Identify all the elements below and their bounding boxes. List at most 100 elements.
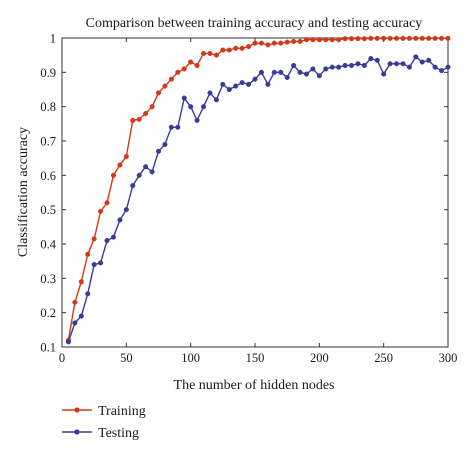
training-point: [117, 162, 123, 168]
training-point: [348, 36, 355, 42]
training-point: [361, 36, 367, 42]
testing-point: [297, 69, 303, 75]
x-tick-label: 150: [246, 351, 265, 365]
testing-point: [110, 234, 117, 240]
x-tick-label: 200: [310, 351, 329, 365]
training-point: [252, 40, 258, 46]
testing-point: [393, 61, 400, 67]
testing-point: [413, 54, 419, 60]
testing-point: [368, 56, 374, 62]
training-point: [297, 38, 303, 44]
testing-point: [361, 62, 367, 69]
training-point: [413, 35, 419, 41]
training-point: [91, 236, 97, 242]
testing-point: [91, 262, 97, 268]
training-point: [432, 35, 438, 41]
training-point: [336, 37, 342, 43]
testing-point: [284, 74, 290, 81]
training-point: [239, 45, 245, 51]
training-point: [329, 37, 335, 43]
x-tick-label: 250: [374, 351, 393, 365]
legend: Training Testing: [62, 404, 146, 441]
y-tick-label: 0.1: [40, 341, 56, 355]
y-tick-label: 0.7: [40, 135, 56, 149]
testing-point: [104, 238, 110, 244]
training-point: [439, 35, 445, 41]
training-point: [426, 35, 432, 41]
testing-line: [67, 55, 449, 343]
training-point: [271, 40, 277, 46]
testing-point: [123, 207, 129, 213]
training-point: [258, 40, 264, 46]
training-point: [194, 62, 200, 69]
legend-training-marker: [74, 407, 80, 413]
training-point: [143, 110, 149, 117]
training-point: [149, 104, 155, 110]
testing-point: [155, 148, 162, 154]
chart-title: Comparison between training accuracy and…: [86, 16, 423, 31]
testing-point: [98, 260, 104, 266]
training-line: [67, 37, 448, 341]
testing-point: [136, 172, 142, 178]
training-point: [284, 39, 290, 45]
x-tick-label: 0: [59, 351, 65, 365]
training-point: [387, 35, 393, 41]
y-tick-label: 0.9: [40, 66, 56, 80]
training-point: [265, 42, 271, 48]
x-tick-label: 100: [181, 351, 200, 365]
training-point: [175, 69, 181, 75]
training-point: [188, 59, 194, 65]
testing-point: [426, 57, 432, 63]
testing-point: [188, 104, 194, 110]
y-tick-label: 0.6: [40, 169, 56, 183]
training-point: [207, 50, 213, 57]
testing-point: [336, 64, 342, 70]
testing-series: [65, 54, 451, 345]
testing-point: [381, 71, 387, 77]
testing-point: [419, 59, 425, 65]
plot-area: 0 50 100 150 200 250 300 0.1 0.2 0.3 0.4 0.5 0.6 0.7 0…: [40, 32, 457, 366]
testing-point: [439, 68, 445, 74]
training-point: [406, 35, 412, 41]
testing-point: [85, 291, 91, 297]
testing-point: [271, 69, 277, 75]
testing-point: [348, 62, 355, 69]
testing-point: [252, 76, 258, 82]
testing-point: [246, 81, 252, 87]
testing-point: [329, 64, 335, 70]
testing-point: [310, 66, 316, 72]
training-point: [355, 36, 361, 42]
testing-point: [162, 141, 168, 147]
legend-testing-label: Testing: [98, 426, 139, 441]
training-point: [445, 35, 451, 41]
testing-point: [213, 97, 219, 103]
y-tick-label: 0.4: [40, 238, 56, 252]
x-tick-label: 50: [120, 351, 133, 365]
training-point: [110, 172, 117, 178]
testing-point: [278, 69, 284, 75]
training-point: [400, 35, 406, 41]
training-point: [136, 116, 142, 122]
testing-point: [220, 81, 226, 87]
testing-point: [233, 83, 239, 89]
training-point: [168, 76, 174, 82]
testing-point: [194, 117, 200, 123]
training-point: [200, 50, 207, 57]
training-point: [226, 47, 232, 53]
y-tick-label: 0.8: [40, 100, 56, 114]
training-point: [78, 279, 84, 285]
training-point: [213, 52, 219, 58]
testing-point: [168, 124, 174, 130]
y-tick-label: 0.3: [40, 272, 56, 286]
testing-point: [387, 61, 393, 67]
testing-point: [406, 64, 412, 70]
y-tick-label: 1: [50, 32, 56, 46]
testing-point: [200, 104, 207, 110]
testing-point: [239, 80, 245, 86]
training-series: [65, 35, 451, 343]
testing-point: [323, 66, 329, 72]
training-point: [162, 83, 168, 89]
x-tick-label: 300: [439, 351, 458, 365]
testing-point: [65, 339, 71, 345]
